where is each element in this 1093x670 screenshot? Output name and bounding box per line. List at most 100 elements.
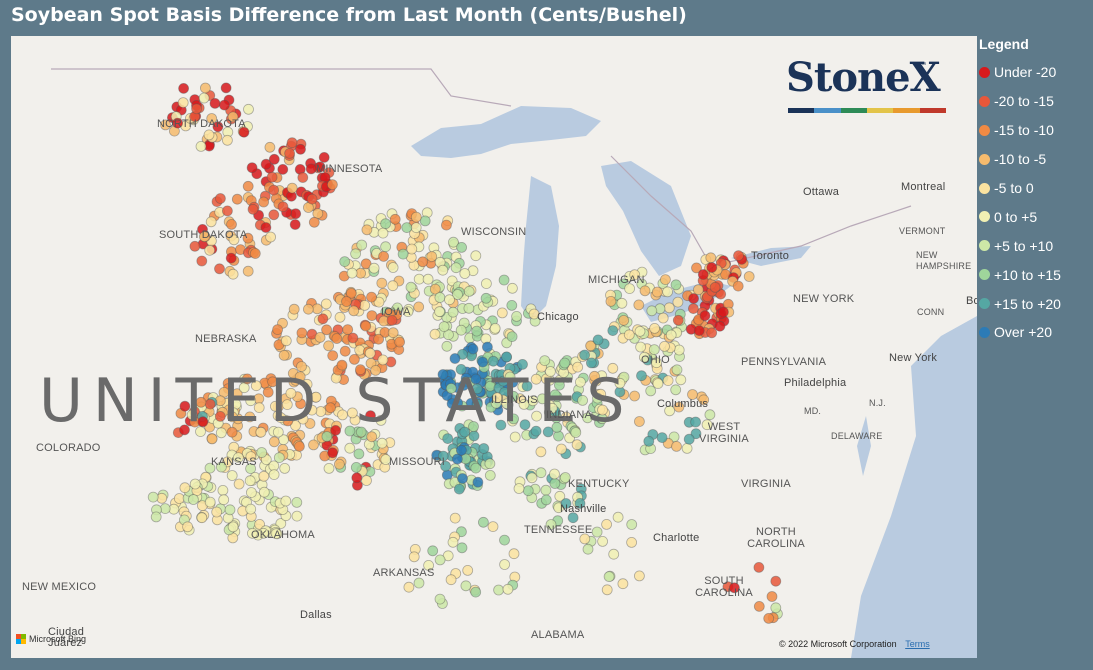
elevator-marker[interactable] xyxy=(447,536,459,548)
elevator-marker[interactable] xyxy=(634,570,645,582)
elevator-marker[interactable] xyxy=(353,448,365,460)
elevator-marker[interactable] xyxy=(346,267,358,279)
elevator-marker[interactable] xyxy=(325,402,336,414)
elevator-marker[interactable] xyxy=(455,363,467,375)
elevator-marker[interactable] xyxy=(629,269,641,281)
elevator-marker[interactable] xyxy=(582,543,594,555)
elevator-marker[interactable] xyxy=(597,535,608,547)
elevator-marker[interactable] xyxy=(530,373,542,385)
elevator-marker[interactable] xyxy=(446,398,458,410)
elevator-marker[interactable] xyxy=(268,469,280,481)
elevator-marker[interactable] xyxy=(603,571,615,582)
elevator-marker[interactable] xyxy=(204,244,216,256)
elevator-marker[interactable] xyxy=(693,325,705,337)
elevator-marker[interactable] xyxy=(449,353,461,364)
elevator-marker[interactable] xyxy=(706,327,718,339)
elevator-marker[interactable] xyxy=(258,196,270,208)
elevator-marker[interactable] xyxy=(260,454,272,466)
elevator-marker[interactable] xyxy=(179,424,190,436)
elevator-marker[interactable] xyxy=(530,425,542,437)
elevator-marker[interactable] xyxy=(331,333,343,344)
elevator-marker[interactable] xyxy=(542,426,554,438)
elevator-marker[interactable] xyxy=(275,412,287,424)
elevator-marker[interactable] xyxy=(508,548,520,560)
elevator-marker[interactable] xyxy=(280,495,292,507)
elevator-marker[interactable] xyxy=(195,141,207,152)
elevator-marker[interactable] xyxy=(442,550,454,562)
legend-item[interactable]: -5 to 0 xyxy=(979,174,1089,203)
elevator-marker[interactable] xyxy=(477,516,489,528)
elevator-marker[interactable] xyxy=(589,370,600,382)
elevator-marker[interactable] xyxy=(232,452,244,464)
elevator-marker[interactable] xyxy=(601,518,612,530)
elevator-marker[interactable] xyxy=(451,453,463,465)
elevator-marker[interactable] xyxy=(690,416,701,428)
elevator-marker[interactable] xyxy=(378,250,390,262)
elevator-marker[interactable] xyxy=(770,575,782,587)
elevator-marker[interactable] xyxy=(182,521,194,533)
elevator-marker[interactable] xyxy=(519,419,531,431)
elevator-marker[interactable] xyxy=(434,593,446,605)
elevator-marker[interactable] xyxy=(608,548,620,560)
elevator-marker[interactable] xyxy=(447,306,459,318)
legend-item[interactable]: Over +20 xyxy=(979,318,1089,347)
elevator-marker[interactable] xyxy=(295,143,306,155)
elevator-marker[interactable] xyxy=(480,292,492,304)
elevator-marker[interactable] xyxy=(348,305,360,317)
elevator-marker[interactable] xyxy=(459,426,471,438)
elevator-marker[interactable] xyxy=(504,371,516,383)
elevator-marker[interactable] xyxy=(531,410,542,422)
elevator-marker[interactable] xyxy=(312,208,324,219)
elevator-marker[interactable] xyxy=(462,565,474,576)
elevator-marker[interactable] xyxy=(438,321,450,333)
elevator-marker[interactable] xyxy=(323,340,335,352)
elevator-marker[interactable] xyxy=(305,163,317,175)
elevator-marker[interactable] xyxy=(147,491,159,503)
elevator-marker[interactable] xyxy=(256,447,268,458)
elevator-marker[interactable] xyxy=(242,180,254,192)
elevator-marker[interactable] xyxy=(410,211,422,223)
elevator-marker[interactable] xyxy=(445,382,457,394)
elevator-marker[interactable] xyxy=(639,351,650,363)
elevator-marker[interactable] xyxy=(218,494,230,506)
elevator-marker[interactable] xyxy=(267,376,279,388)
elevator-marker[interactable] xyxy=(427,545,439,557)
elevator-marker[interactable] xyxy=(376,437,388,449)
elevator-marker[interactable] xyxy=(705,252,717,264)
elevator-marker[interactable] xyxy=(348,353,360,365)
elevator-marker[interactable] xyxy=(518,398,530,410)
elevator-marker[interactable] xyxy=(670,279,682,291)
elevator-marker[interactable] xyxy=(215,461,227,473)
elevator-marker[interactable] xyxy=(273,452,285,464)
elevator-marker[interactable] xyxy=(496,307,508,319)
elevator-marker[interactable] xyxy=(370,364,382,376)
elevator-marker[interactable] xyxy=(389,213,401,225)
elevator-marker[interactable] xyxy=(487,521,499,533)
elevator-marker[interactable] xyxy=(351,472,363,484)
elevator-marker[interactable] xyxy=(455,526,467,538)
elevator-marker[interactable] xyxy=(597,404,608,416)
elevator-marker[interactable] xyxy=(310,391,322,403)
elevator-marker[interactable] xyxy=(540,484,552,496)
elevator-marker[interactable] xyxy=(657,312,669,324)
elevator-marker[interactable] xyxy=(301,378,313,390)
elevator-marker[interactable] xyxy=(591,526,603,538)
elevator-marker[interactable] xyxy=(333,458,345,470)
elevator-marker[interactable] xyxy=(377,227,389,239)
elevator-marker[interactable] xyxy=(718,306,729,318)
elevator-marker[interactable] xyxy=(359,299,371,311)
elevator-marker[interactable] xyxy=(617,578,629,590)
elevator-marker[interactable] xyxy=(344,425,356,437)
elevator-marker[interactable] xyxy=(360,258,372,270)
elevator-marker[interactable] xyxy=(481,341,493,353)
elevator-marker[interactable] xyxy=(288,303,300,315)
elevator-marker[interactable] xyxy=(224,504,236,516)
elevator-marker[interactable] xyxy=(297,172,309,183)
elevator-marker[interactable] xyxy=(419,215,431,227)
elevator-marker[interactable] xyxy=(579,533,591,545)
elevator-marker[interactable] xyxy=(221,205,233,217)
elevator-marker[interactable] xyxy=(226,218,237,230)
elevator-marker[interactable] xyxy=(306,404,318,416)
elevator-marker[interactable] xyxy=(592,334,604,346)
elevator-marker[interactable] xyxy=(453,483,465,495)
